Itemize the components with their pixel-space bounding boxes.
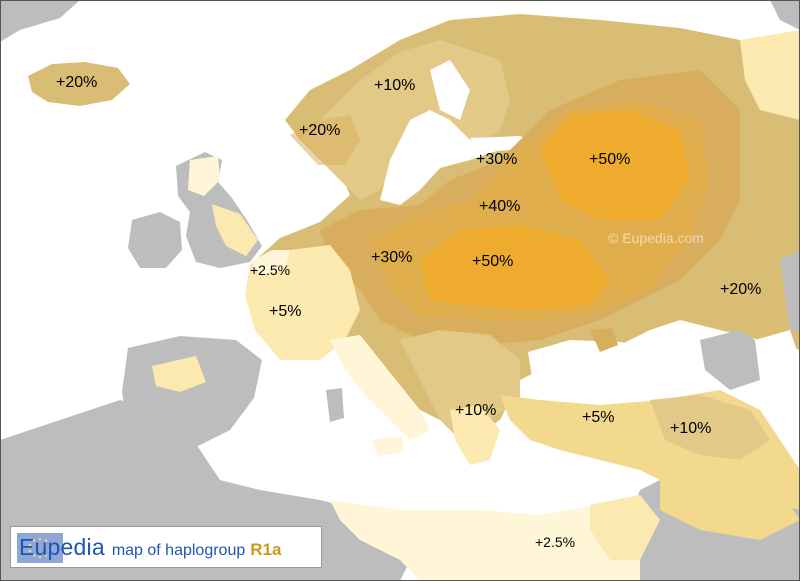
band-balkans	[400, 330, 520, 440]
band-benelux	[250, 250, 290, 275]
label-russia-north: +50%	[589, 151, 631, 168]
band-arabia	[660, 470, 800, 540]
watermark-west: © Eupedia.com	[20, 305, 116, 321]
label-balkans: +10%	[455, 402, 497, 419]
sea-black	[528, 340, 690, 398]
label-scandinavia: +10%	[374, 77, 416, 94]
band-east-pale	[740, 30, 800, 120]
brand-logo-text[interactable]: Eupedia	[19, 533, 105, 560]
band-greece	[450, 405, 500, 465]
land-greenland	[0, 0, 80, 42]
label-iceland: +20%	[56, 74, 98, 91]
label-russia-south: +20%	[720, 281, 762, 298]
band-england-east	[212, 204, 258, 256]
land-crimea	[590, 328, 618, 352]
sea-caspian	[755, 330, 800, 410]
sea-gulf-bothnia	[430, 60, 470, 120]
watermark-east: © Eupedia.com	[608, 230, 704, 246]
band-egypt	[590, 495, 660, 560]
band-caucasus-10	[650, 395, 770, 460]
eu-flag-icon	[17, 533, 63, 563]
land-sardinia	[326, 388, 344, 422]
band-north-africa	[330, 500, 640, 581]
region-italy	[330, 335, 430, 440]
band-norway	[290, 115, 360, 165]
band-scotland	[188, 156, 220, 196]
label-norway: +20%	[299, 122, 341, 139]
haplogroup-name: R1a	[250, 539, 282, 559]
label-poland-ukraine: +50%	[472, 253, 514, 270]
label-caucasus: +10%	[670, 420, 712, 437]
label-anatolia: +5%	[582, 409, 615, 426]
band-iberia	[152, 356, 206, 392]
band-50-south	[420, 225, 610, 310]
label-germany-east: +30%	[371, 249, 413, 266]
label-france: +5%	[269, 303, 302, 320]
legend-caption: map of haplogroup	[111, 541, 246, 559]
band-france	[245, 245, 360, 360]
legend-box: Eupedia map of haplogroup R1a	[10, 526, 322, 568]
sea-baltic	[380, 110, 500, 205]
label-netherlands: +2.5%	[250, 262, 291, 278]
label-north-africa: +2.5%	[535, 534, 576, 550]
land-sicily	[372, 436, 404, 456]
band-50-north	[540, 110, 690, 220]
land-east-grey	[770, 0, 800, 30]
legend-title: Eupedia map of haplogroup R1a	[11, 534, 281, 561]
land-ireland	[128, 212, 182, 268]
label-belarus: +40%	[479, 198, 521, 215]
sea-mediterranean	[220, 450, 620, 510]
land-far-east-grey	[780, 250, 800, 330]
label-baltic: +30%	[476, 151, 518, 168]
region-iceland	[28, 62, 130, 106]
land-caucasus-grey	[700, 330, 770, 390]
